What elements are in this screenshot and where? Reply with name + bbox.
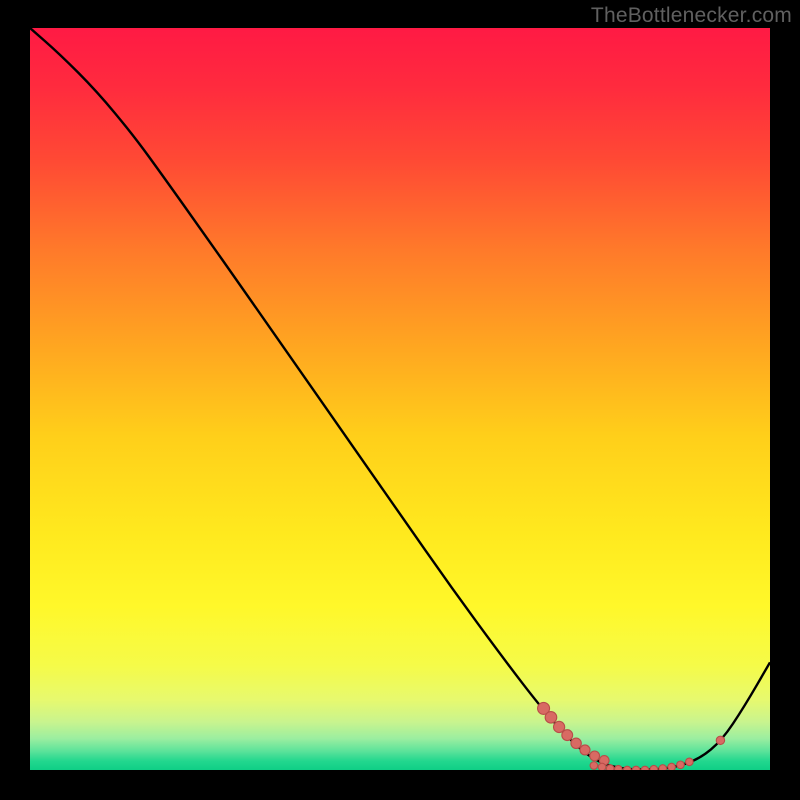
curve-marker — [590, 751, 600, 761]
curve-marker — [545, 712, 557, 724]
curve-marker — [641, 766, 649, 774]
curve-marker — [562, 730, 573, 741]
curve-marker — [598, 763, 606, 771]
curve-marker — [580, 745, 590, 755]
curve-marker — [677, 761, 685, 769]
curve-marker — [590, 762, 598, 770]
watermark-text: TheBottlenecker.com — [591, 4, 792, 28]
curve-marker — [554, 721, 565, 732]
plot-background — [30, 28, 770, 770]
curve-marker — [668, 763, 676, 771]
curve-marker — [623, 766, 631, 774]
curve-marker — [659, 765, 667, 773]
curve-marker — [571, 738, 581, 748]
curve-marker — [716, 736, 724, 744]
curve-marker — [650, 765, 658, 773]
curve-marker — [615, 765, 623, 773]
curve-marker — [606, 765, 614, 773]
bottleneck-curve-chart — [0, 0, 800, 800]
curve-marker — [686, 758, 694, 766]
curve-marker — [632, 766, 640, 774]
chart-stage: TheBottlenecker.com — [0, 0, 800, 800]
